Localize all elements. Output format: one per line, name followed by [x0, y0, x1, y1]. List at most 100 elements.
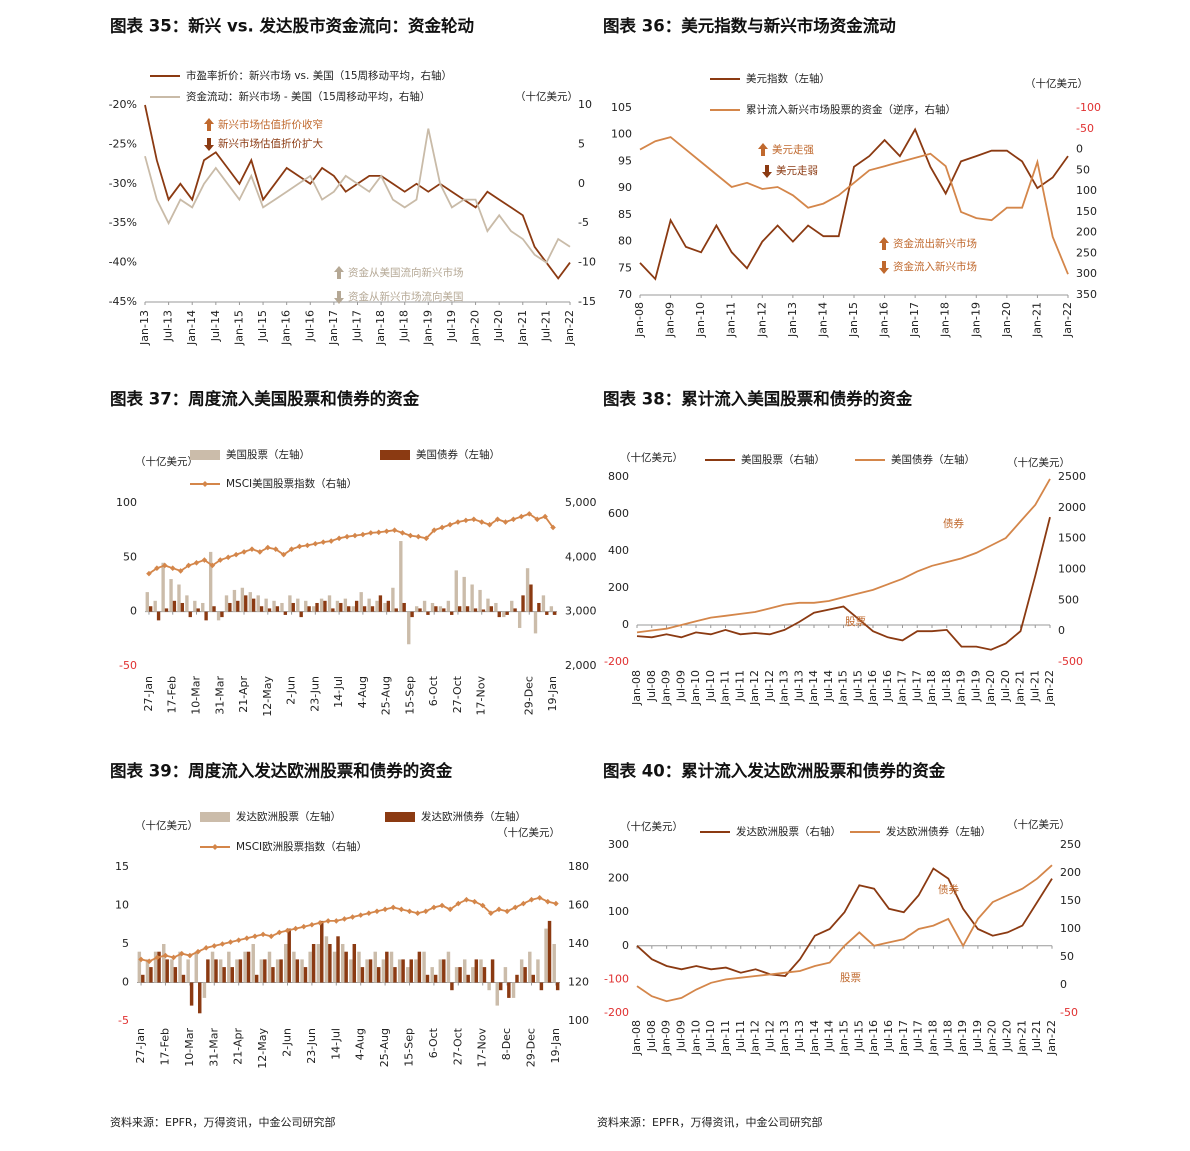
bar	[178, 951, 182, 983]
y-tick-label: 120	[568, 976, 589, 989]
bar	[462, 576, 466, 612]
legend-label: 美元指数（左轴）	[746, 72, 830, 85]
bar	[240, 587, 245, 612]
annotation: 债券	[938, 883, 959, 896]
y-tick-label: 400	[608, 544, 629, 557]
source-note: 资料来源：EPFR，万得资讯，中金公司研究部	[110, 1115, 336, 1129]
bar	[165, 959, 169, 983]
x-tick-label: 10-Mar	[183, 1028, 196, 1067]
marker	[536, 895, 543, 901]
marker	[431, 904, 437, 911]
bar	[244, 595, 248, 612]
bar	[547, 920, 552, 983]
marker	[431, 527, 437, 533]
chart-title: 图表 36：美元指数与新兴市场资金流动	[603, 16, 896, 36]
marker	[162, 562, 168, 569]
bar	[145, 959, 150, 983]
bar	[422, 600, 427, 612]
bar	[218, 959, 223, 983]
bar	[271, 967, 275, 983]
x-tick-label: Jan-22	[1061, 302, 1074, 338]
bar	[471, 967, 475, 983]
marker	[382, 906, 388, 913]
x-tick-label: Jul-19	[445, 310, 458, 342]
x-tick-label: Jan-14	[185, 310, 198, 346]
marker	[284, 927, 291, 934]
bar	[406, 967, 410, 983]
y-tick-label: 800	[608, 470, 629, 483]
bar	[458, 967, 462, 983]
annotation-arrow	[334, 266, 344, 279]
bar	[137, 951, 142, 983]
annotation: 资金流出新兴市场	[893, 237, 977, 250]
bar	[354, 600, 359, 612]
legend-label: 美国股票（右轴）	[741, 453, 825, 466]
bar	[365, 959, 369, 983]
x-tick-label: Jan-09	[664, 302, 677, 338]
x-tick-label: Jul-15	[852, 1020, 865, 1052]
x-tick-label: 6-Oct	[427, 675, 440, 706]
marker	[185, 562, 192, 569]
marker	[162, 952, 169, 959]
bar	[186, 959, 190, 983]
x-tick-label: 19-Jan	[549, 1028, 562, 1064]
x-tick-label: 29-Dec	[525, 1028, 538, 1067]
x-tick-label: Jul-17	[910, 670, 923, 702]
chart-title: 图表 39：周度流入发达欧洲股票和债券的资金	[110, 761, 453, 781]
marker	[479, 902, 486, 909]
series-line	[636, 478, 1051, 634]
y-tick-label: 100	[611, 128, 632, 141]
x-tick-label: Jul-15	[851, 670, 864, 702]
bar	[457, 606, 462, 612]
y-tick-label: 160	[568, 899, 589, 912]
bar	[339, 602, 343, 612]
y-tick-label: -20%	[109, 98, 137, 111]
y-tick-label: -100	[1076, 101, 1101, 114]
bar	[385, 951, 389, 983]
marker	[304, 542, 311, 549]
y-tick-label: 2,000	[565, 659, 597, 672]
bar	[344, 951, 348, 983]
x-tick-label: Jan-18	[925, 670, 938, 706]
bar	[256, 595, 260, 612]
bar	[230, 967, 235, 983]
annotation: 资金从新兴市场流向美国	[348, 290, 464, 303]
x-tick-label: Jan-12	[755, 302, 768, 338]
marker	[406, 908, 413, 915]
x-tick-label: Jul-10	[704, 1020, 717, 1052]
legend-label: MSCI美国股票指数（右轴）	[226, 477, 357, 490]
y-tick-label: -50	[1076, 122, 1094, 135]
bar	[442, 608, 446, 612]
bar	[450, 611, 454, 615]
bar	[311, 944, 316, 983]
marker	[325, 918, 331, 924]
x-tick-label: 14-Jul	[329, 1028, 342, 1060]
x-tick-label: Jan-08	[633, 302, 646, 338]
bar	[397, 959, 402, 983]
annotation: 股票	[840, 972, 861, 984]
y-tick-label: -40%	[109, 256, 137, 269]
bar	[494, 602, 498, 612]
bar	[189, 982, 194, 1006]
bar	[153, 951, 158, 983]
bar	[149, 967, 153, 983]
bar	[343, 598, 348, 612]
bar	[232, 589, 237, 612]
marker	[169, 565, 176, 571]
bar	[531, 974, 535, 983]
legend-swatch	[385, 812, 415, 822]
series-line	[144, 128, 571, 264]
y-tick-label: 350	[1076, 288, 1097, 301]
marker	[447, 521, 453, 528]
marker	[241, 549, 247, 555]
y-tick-label: -50	[1060, 1006, 1078, 1019]
x-tick-label: Jan-20	[986, 1020, 999, 1056]
bar	[450, 982, 454, 991]
bar	[539, 982, 544, 991]
marker	[544, 898, 551, 905]
marker	[423, 535, 430, 542]
bar	[145, 592, 149, 612]
bar	[391, 587, 395, 612]
bar	[228, 602, 232, 612]
x-tick-label: 15-Sep	[403, 1028, 416, 1067]
